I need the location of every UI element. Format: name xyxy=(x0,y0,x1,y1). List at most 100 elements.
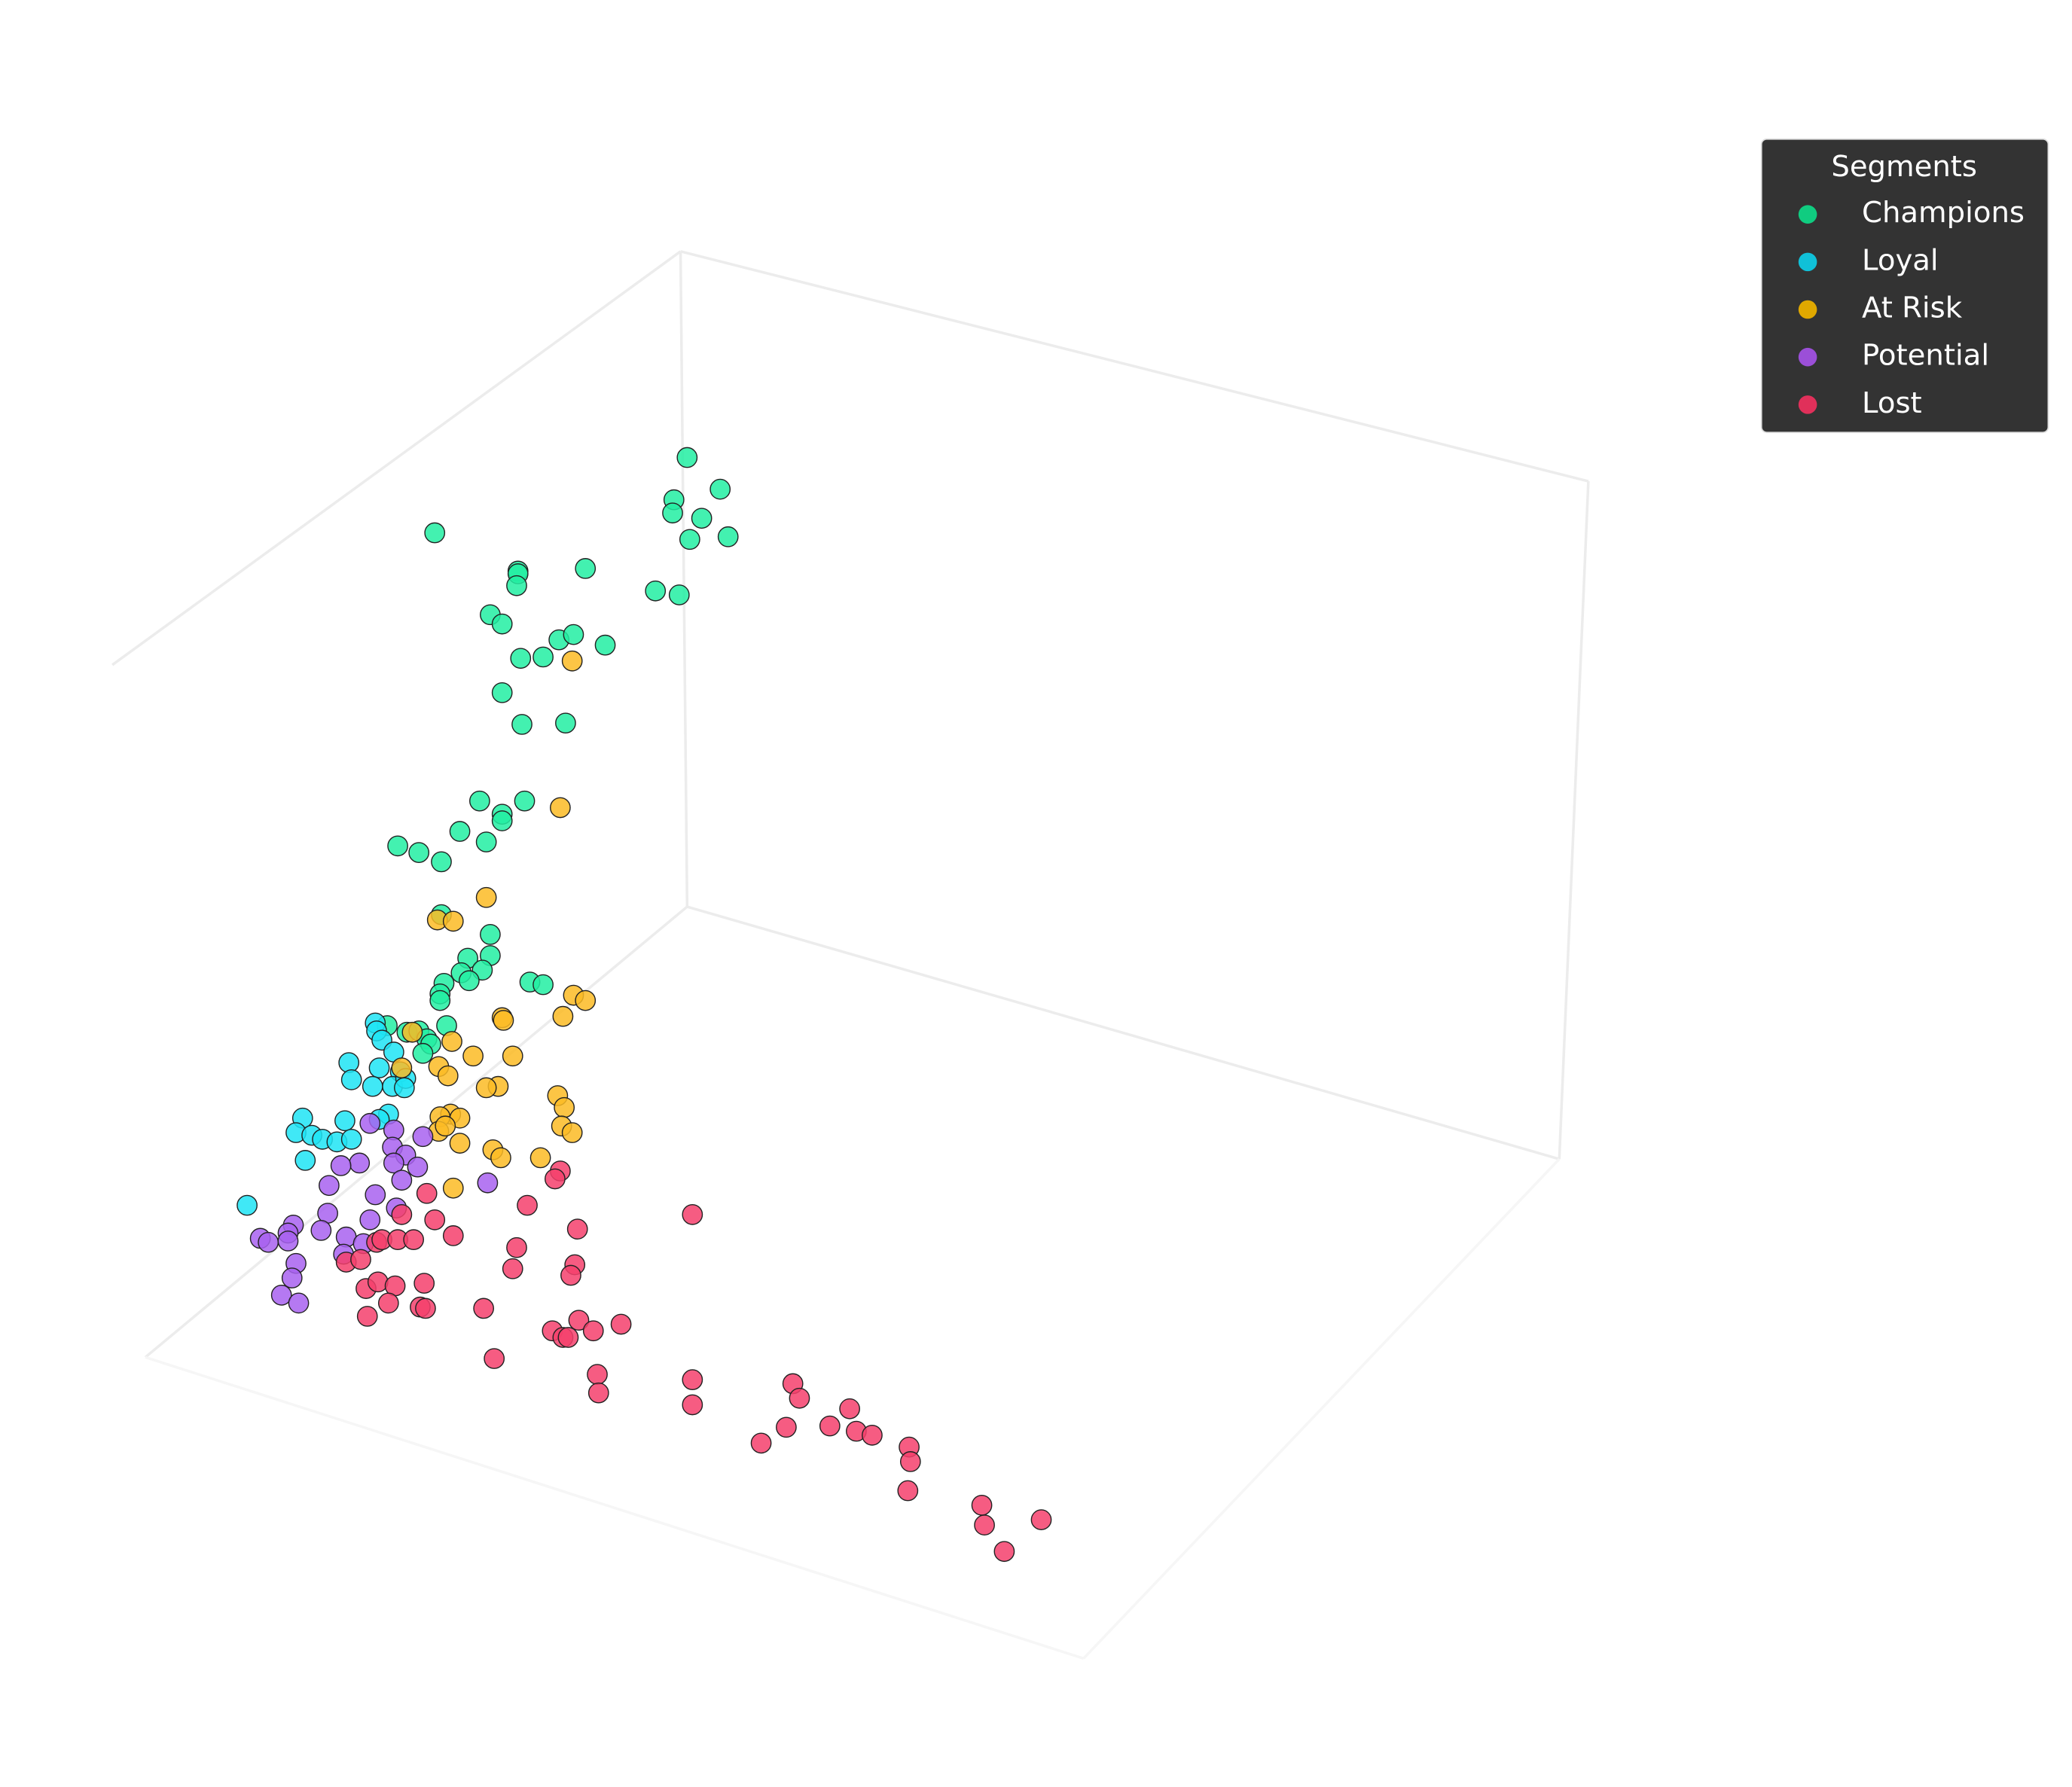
point xyxy=(484,1348,505,1369)
point xyxy=(442,1225,464,1246)
point xyxy=(594,634,616,656)
point xyxy=(429,990,451,1011)
point xyxy=(477,1172,499,1194)
point xyxy=(394,1077,415,1099)
point xyxy=(897,1480,919,1502)
point xyxy=(971,1494,993,1516)
point xyxy=(475,886,497,908)
point xyxy=(473,1298,494,1319)
legend-marker xyxy=(1798,347,1817,367)
point xyxy=(691,508,713,529)
point xyxy=(475,1077,497,1099)
point xyxy=(561,650,583,672)
point xyxy=(387,835,408,857)
point xyxy=(424,1209,446,1230)
point xyxy=(277,1230,299,1252)
point xyxy=(412,1126,434,1148)
point xyxy=(377,1292,399,1314)
legend-box xyxy=(1760,138,2049,434)
point xyxy=(709,478,731,500)
point xyxy=(552,1005,574,1027)
point xyxy=(359,1209,381,1230)
point xyxy=(582,1320,604,1342)
point xyxy=(645,580,667,602)
point xyxy=(449,1133,471,1154)
point xyxy=(575,990,597,1011)
point xyxy=(338,1052,360,1073)
point xyxy=(561,1122,583,1143)
point xyxy=(431,851,452,873)
point xyxy=(993,1541,1015,1563)
point xyxy=(458,970,480,992)
point xyxy=(310,1220,332,1241)
point xyxy=(575,558,597,579)
point xyxy=(555,712,576,734)
point xyxy=(469,790,490,812)
point xyxy=(550,797,571,819)
point xyxy=(441,1031,462,1052)
legend-marker xyxy=(1798,252,1817,272)
point xyxy=(391,1057,413,1078)
point xyxy=(560,1264,581,1286)
point xyxy=(490,1147,511,1169)
point xyxy=(554,1096,575,1118)
point xyxy=(401,1021,423,1043)
point xyxy=(776,1416,797,1438)
point xyxy=(568,1310,590,1331)
point xyxy=(449,821,471,842)
point xyxy=(491,613,513,635)
point xyxy=(676,447,698,468)
point xyxy=(407,1156,429,1178)
point xyxy=(435,1115,456,1137)
point xyxy=(424,522,446,544)
point xyxy=(480,924,501,945)
point xyxy=(862,1424,883,1446)
points xyxy=(236,447,1052,1563)
legend-label: Champions xyxy=(1862,196,2025,230)
point xyxy=(819,1415,841,1437)
legend: Segments Champions Loyal At Risk Potential L… xyxy=(1760,138,2049,434)
point xyxy=(330,1155,352,1176)
point xyxy=(974,1514,995,1535)
point xyxy=(442,910,464,932)
point xyxy=(367,1271,389,1293)
point xyxy=(668,584,690,605)
point xyxy=(566,1218,588,1240)
point xyxy=(491,810,513,831)
point xyxy=(610,1313,632,1335)
legend-marker xyxy=(1798,395,1817,414)
point xyxy=(356,1306,378,1327)
point xyxy=(682,1394,703,1416)
point xyxy=(679,529,700,550)
point xyxy=(532,974,554,996)
point xyxy=(365,1184,386,1206)
legend-label: Potential xyxy=(1862,339,1989,373)
point xyxy=(437,1065,459,1087)
point xyxy=(682,1369,703,1391)
point xyxy=(319,1175,340,1197)
point xyxy=(514,790,536,812)
point xyxy=(502,1258,523,1279)
point xyxy=(532,646,554,668)
point xyxy=(294,1150,316,1171)
point xyxy=(510,648,532,669)
point xyxy=(350,1249,371,1270)
point xyxy=(502,1045,523,1067)
point xyxy=(270,1284,292,1306)
point xyxy=(545,1168,566,1190)
point xyxy=(340,1128,362,1150)
point xyxy=(529,1147,551,1169)
point xyxy=(334,1110,356,1132)
point xyxy=(750,1432,772,1454)
point xyxy=(236,1194,258,1216)
point xyxy=(391,1169,413,1191)
axes-box xyxy=(111,250,1590,1660)
point xyxy=(442,1177,464,1199)
point xyxy=(359,1112,381,1134)
point xyxy=(506,1237,527,1258)
point xyxy=(408,842,430,863)
point xyxy=(587,1382,609,1404)
point xyxy=(416,1182,438,1204)
point xyxy=(557,1327,579,1348)
